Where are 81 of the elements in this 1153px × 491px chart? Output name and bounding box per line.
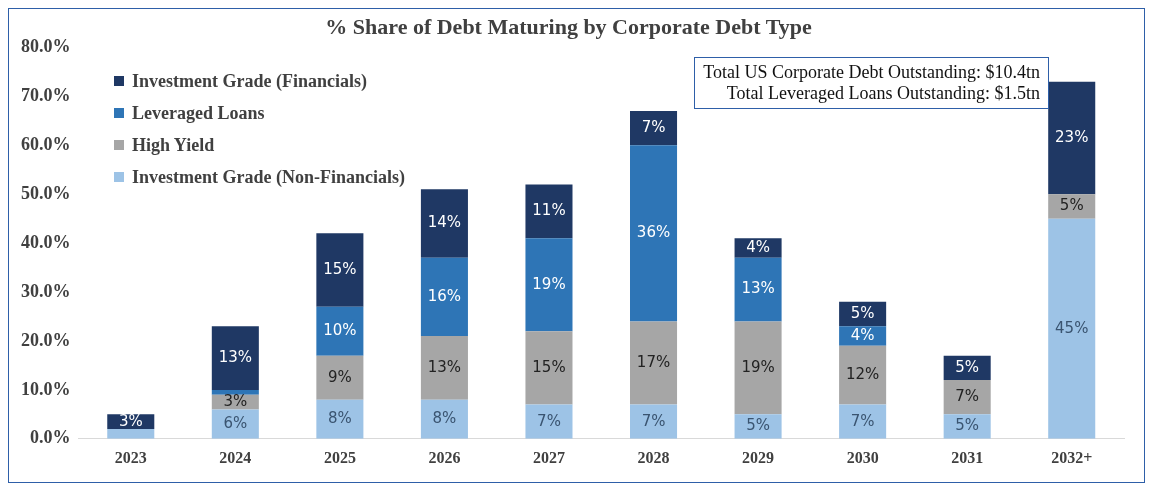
data-label: 3% — [223, 392, 248, 410]
y-tick-label: 10.0% — [21, 378, 71, 399]
data-label: 36% — [636, 223, 671, 242]
y-tick-label: 70.0% — [21, 84, 71, 105]
bar — [316, 233, 364, 307]
x-tick-label: 2026 — [428, 448, 461, 466]
data-label: 11% — [532, 201, 566, 220]
bar — [211, 389, 259, 395]
bar — [525, 238, 573, 332]
data-label: 45% — [1055, 318, 1089, 337]
bar — [525, 331, 573, 405]
data-label: 5% — [955, 416, 980, 435]
legend-label: Investment Grade (Non-Financials) — [132, 166, 405, 188]
x-tick-label: 2031 — [951, 448, 984, 466]
data-label: 5% — [1059, 196, 1084, 215]
data-label: 10% — [323, 321, 357, 340]
bar — [630, 321, 678, 405]
bar — [107, 429, 155, 439]
legend-label: Leveraged Loans — [132, 102, 265, 124]
bar — [1048, 81, 1096, 195]
data-label: 19% — [532, 274, 566, 293]
x-tick-label: 2029 — [742, 448, 775, 466]
data-label: 7% — [537, 411, 561, 430]
bar — [211, 326, 259, 390]
bar — [316, 355, 364, 400]
data-label: 19% — [741, 357, 775, 376]
data-label: 15% — [323, 259, 357, 278]
x-tick-label: 2024 — [219, 448, 252, 466]
bar — [839, 345, 887, 405]
data-label: 13% — [427, 357, 462, 376]
bar — [734, 321, 782, 415]
y-tick-label: 80.0% — [21, 36, 71, 57]
data-label: 5% — [955, 357, 980, 376]
data-label: 7% — [641, 118, 666, 137]
annotation: Total Leveraged Loans Outstanding: $1.5tn — [725, 83, 1040, 104]
bar — [316, 306, 364, 356]
bar — [1048, 218, 1096, 439]
data-label: 17% — [636, 352, 671, 371]
bar — [420, 189, 468, 258]
bar — [420, 336, 468, 400]
y-tick-label: 60.0% — [21, 133, 71, 154]
data-label: 5% — [746, 416, 770, 435]
data-label: 6% — [223, 414, 248, 433]
data-label: 23% — [1055, 127, 1089, 146]
data-label: 16% — [427, 286, 462, 305]
x-tick-label: 2028 — [637, 448, 670, 466]
annotation: Total US Corporate Debt Outstanding: $10.4tn — [703, 62, 1040, 83]
bar — [630, 111, 678, 146]
data-label: 14% — [427, 213, 462, 232]
data-label: 4% — [850, 325, 875, 344]
chart-title: % Share of Debt Maturing by Corporate Debt Type — [325, 13, 812, 39]
data-label: 8% — [432, 409, 457, 428]
bar — [525, 184, 573, 239]
x-tick-label: 2032+ — [1051, 448, 1093, 466]
x-tick-label: 2023 — [114, 448, 147, 466]
x-tick-label: 2030 — [846, 448, 879, 466]
data-label: 7% — [955, 387, 980, 406]
data-label: 5% — [850, 303, 875, 322]
x-tick-label: 2025 — [323, 448, 356, 466]
bar — [943, 380, 991, 415]
data-label: 7% — [641, 411, 666, 430]
data-label: 4% — [746, 237, 770, 256]
x-tick-label: 2027 — [532, 448, 565, 466]
data-label: 3% — [118, 411, 143, 430]
bar — [630, 145, 678, 322]
data-label: 13% — [218, 347, 252, 366]
data-label: 13% — [741, 279, 775, 298]
data-label: 15% — [532, 357, 566, 376]
y-tick-label: 20.0% — [21, 329, 71, 350]
bar — [734, 257, 782, 322]
data-label: 7% — [850, 411, 875, 430]
data-label: 8% — [327, 409, 352, 428]
bar — [420, 257, 468, 337]
y-tick-label: 50.0% — [21, 182, 71, 203]
data-label: 12% — [845, 365, 880, 384]
data-label: 9% — [327, 367, 352, 386]
legend-label: High Yield — [132, 134, 215, 156]
legend-label: Investment Grade (Financials) — [132, 70, 367, 92]
y-tick-label: 40.0% — [21, 231, 71, 252]
y-tick-label: 30.0% — [21, 280, 71, 301]
y-tick-label: 0.0% — [30, 427, 71, 448]
